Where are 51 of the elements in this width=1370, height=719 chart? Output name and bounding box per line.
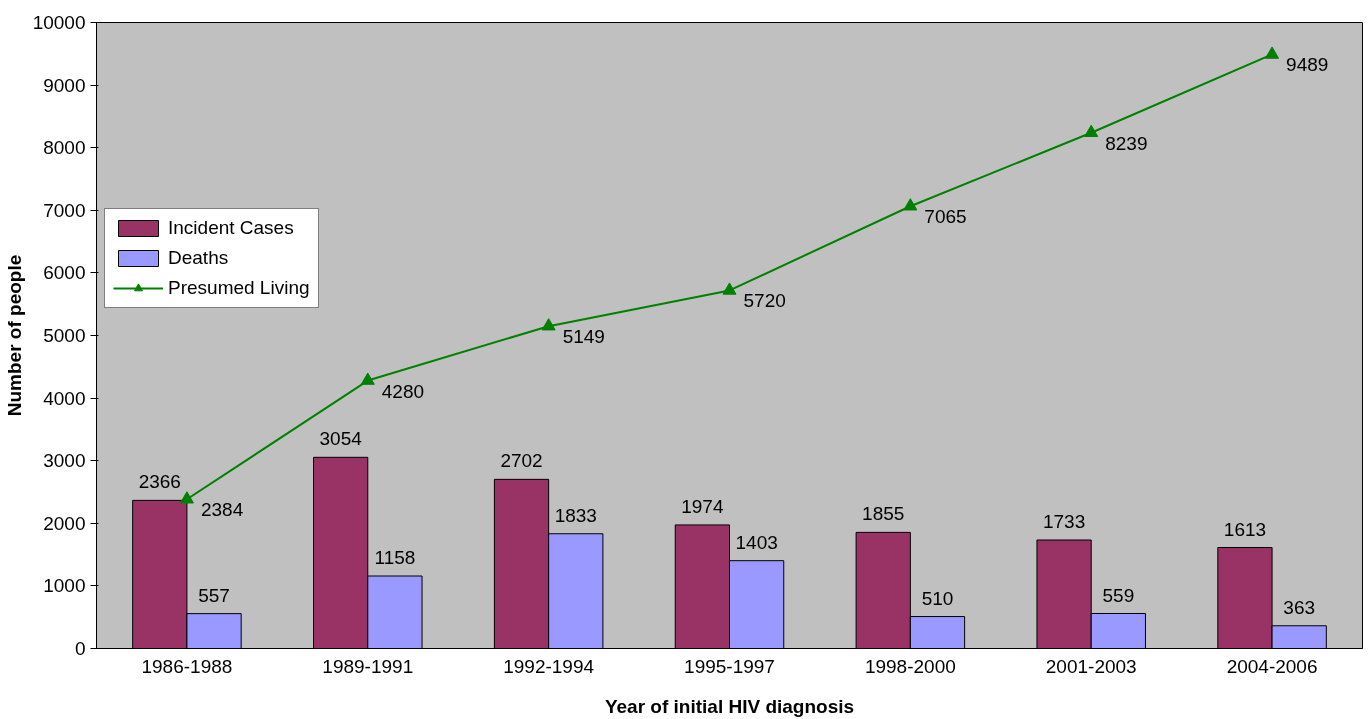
y-axis-title: Number of people [3,254,25,417]
y-tick-label: 6000 [43,262,86,284]
data-label: 1974 [681,495,724,517]
data-label: 2384 [200,499,244,521]
data-label: 1403 [735,531,778,553]
data-label: 557 [198,584,230,606]
legend-label: Deaths [168,247,229,269]
data-label: 559 [1102,584,1135,606]
data-label: 4280 [381,380,425,402]
x-tick-label: 2004-2006 [1226,655,1318,677]
y-tick-label: 0 [74,638,86,659]
data-label: 8239 [1105,132,1148,154]
data-label: 1733 [1042,511,1086,533]
data-label: 363 [1283,596,1316,618]
point [722,282,737,295]
data-label: 510 [921,587,954,609]
point [1265,46,1280,59]
x-tick-label: 1986-1988 [141,655,233,677]
x-tick-label: 1998-2000 [864,655,956,677]
y-tick-label: 5000 [43,325,86,346]
x-tick-label: 1995-1997 [684,655,775,677]
y-tick-label: 1000 [43,575,86,597]
data-label: 5149 [562,326,605,348]
point [541,318,556,331]
x-tick-label: 1989-1991 [322,655,414,677]
data-label: 1158 [374,547,416,569]
data-label: 1613 [1223,518,1267,540]
y-tick-label: 7000 [43,199,86,221]
data-label: 9489 [1286,54,1329,76]
y-tick-label: 8000 [43,137,86,159]
legend-label: Incident Cases [168,217,294,239]
x-tick-label: 2001-2003 [1045,655,1137,677]
data-label: 1833 [554,504,597,526]
point [903,198,918,211]
x-axis-title: Year of initial HIV diagnosis [604,695,855,717]
point [179,491,194,504]
data-label: 2702 [500,450,543,472]
y-tick-label: 9000 [43,74,86,96]
y-tick-label: 3000 [43,450,86,472]
legend-label: Presumed Living [168,277,310,299]
data-label: 2366 [138,471,181,493]
data-label: 5720 [743,290,786,312]
data-label: 3054 [319,428,363,450]
point [1084,124,1099,137]
y-tick-label: 2000 [43,512,86,534]
y-tick-label: 10000 [32,12,86,33]
data-label: 1855 [862,503,905,525]
data-label: 7065 [924,206,967,228]
point [360,372,375,385]
y-tick-label: 4000 [43,387,86,409]
x-tick-label: 1992-1994 [503,655,595,677]
